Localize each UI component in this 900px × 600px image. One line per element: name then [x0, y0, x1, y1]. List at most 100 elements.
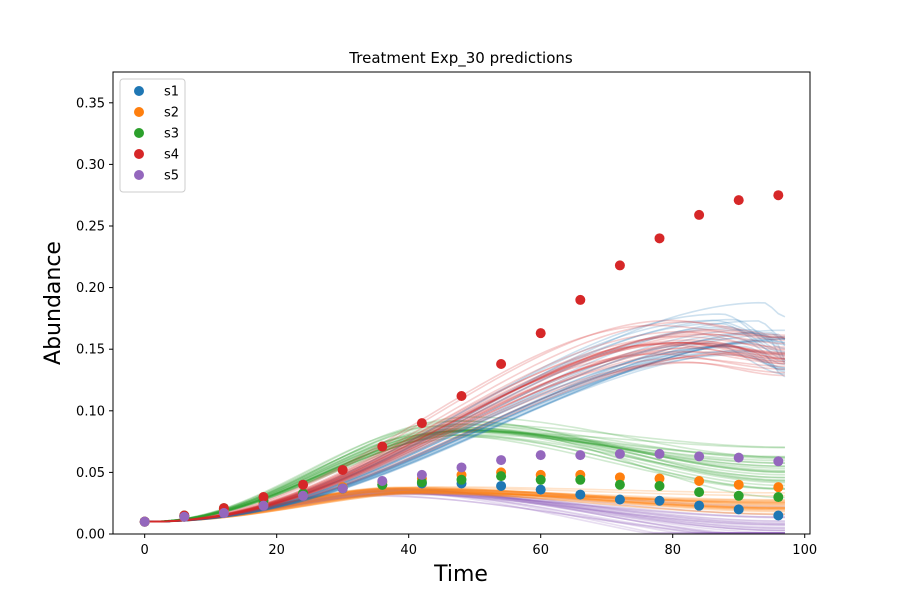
prediction-line-s5	[144, 489, 785, 530]
prediction-line-s3	[144, 430, 785, 523]
point-s5	[337, 483, 348, 494]
prediction-line-s1	[144, 337, 786, 523]
prediction-line-s4	[144, 343, 785, 523]
prediction-line-s3	[144, 416, 785, 523]
prediction-line-s3	[144, 429, 785, 523]
x-tick-label: 20	[268, 543, 285, 558]
prediction-line-s3	[144, 429, 785, 523]
prediction-line-s4	[144, 350, 785, 523]
point-s4	[614, 260, 625, 271]
prediction-line-s3	[144, 420, 785, 523]
prediction-line-s3	[144, 436, 785, 523]
prediction-line-s1	[144, 350, 786, 523]
prediction-line-s5	[144, 488, 785, 534]
point-s1	[654, 495, 665, 506]
legend-marker-s5	[134, 170, 144, 180]
prediction-line-s3	[144, 429, 785, 523]
prediction-line-s3	[144, 427, 785, 523]
prediction-line-s4	[144, 357, 785, 523]
prediction-line-s3	[144, 424, 785, 523]
y-tick-label: 0.30	[76, 158, 105, 173]
point-s5	[773, 456, 784, 467]
prediction-line-s1	[144, 342, 786, 523]
prediction-line-s4	[144, 333, 785, 523]
prediction-line-s5	[144, 491, 785, 530]
prediction-line-s4	[144, 352, 785, 523]
legend-marker-s3	[134, 128, 144, 138]
prediction-line-s5	[144, 488, 785, 534]
point-s5	[496, 455, 507, 466]
prediction-line-s1	[144, 353, 786, 523]
prediction-line-s2	[144, 486, 785, 523]
prediction-line-s2	[144, 487, 785, 523]
point-s4	[456, 391, 467, 402]
x-axis-ticks: 0 20 40 60 80 100	[141, 534, 817, 558]
point-s1	[733, 504, 744, 515]
prediction-line-s4	[144, 353, 785, 523]
point-s4	[535, 328, 546, 339]
point-s5	[456, 462, 467, 473]
prediction-line-s4	[144, 341, 785, 523]
point-s1	[614, 494, 625, 505]
prediction-line-s5	[144, 487, 785, 523]
prediction-line-s5	[144, 495, 785, 534]
prediction-line-s3	[144, 428, 785, 523]
prediction-line-s1	[144, 335, 785, 523]
point-s3	[733, 490, 744, 501]
legend: s1 s2 s3 s4 s5	[119, 78, 186, 193]
prediction-line-s2	[144, 491, 785, 523]
point-s4	[733, 195, 744, 206]
prediction-line-s4	[144, 330, 785, 523]
y-tick-label: 0.35	[76, 96, 105, 111]
prediction-line-s3	[144, 430, 785, 523]
prediction-line-s5	[144, 488, 785, 525]
prediction-line-s3	[144, 425, 785, 523]
prediction-line-s4	[144, 342, 785, 523]
prediction-line-s1	[144, 345, 786, 523]
point-s3	[654, 480, 665, 491]
point-s4	[575, 294, 586, 305]
prediction-line-s5	[144, 487, 785, 532]
prediction-line-s5	[144, 490, 785, 526]
y-tick-label: 0.05	[76, 466, 105, 481]
prediction-line-s2	[144, 490, 785, 523]
prediction-line-s5	[144, 491, 785, 532]
y-tick-label: 0.20	[76, 281, 105, 296]
prediction-line-s1	[144, 338, 785, 523]
prediction-line-s1	[144, 328, 786, 523]
prediction-line-s2	[144, 487, 785, 523]
prediction-line-s4	[144, 350, 785, 523]
point-s5	[654, 448, 665, 459]
prediction-line-s2	[144, 490, 785, 523]
point-s4	[377, 441, 388, 452]
prediction-line-s5	[144, 493, 785, 523]
prediction-line-s4	[144, 342, 785, 523]
point-s4	[258, 492, 269, 503]
point-s5	[179, 511, 190, 522]
x-tick-label: 80	[664, 543, 681, 558]
prediction-line-s5	[144, 493, 785, 523]
point-s3	[694, 487, 705, 498]
prediction-line-s5	[144, 493, 785, 526]
point-s4	[773, 190, 784, 201]
plot-frame	[112, 71, 811, 535]
prediction-line-s1	[144, 318, 786, 523]
point-s4	[654, 233, 665, 244]
prediction-line-s1	[144, 350, 786, 523]
prediction-line-s2	[144, 490, 785, 523]
prediction-line-s3	[144, 434, 785, 523]
prediction-line-s2	[144, 488, 785, 523]
x-tick-label: 40	[400, 543, 417, 558]
prediction-line-s3	[144, 420, 785, 523]
prediction-line-s2	[144, 490, 785, 523]
point-s4	[694, 209, 705, 220]
prediction-curves	[144, 301, 786, 534]
point-s5	[694, 451, 705, 462]
prediction-line-s3	[144, 434, 785, 523]
legend-marker-s1	[134, 86, 144, 96]
point-s3	[575, 474, 586, 485]
prediction-line-s5	[144, 490, 785, 523]
point-s1	[694, 500, 705, 511]
point-s5	[377, 476, 388, 487]
